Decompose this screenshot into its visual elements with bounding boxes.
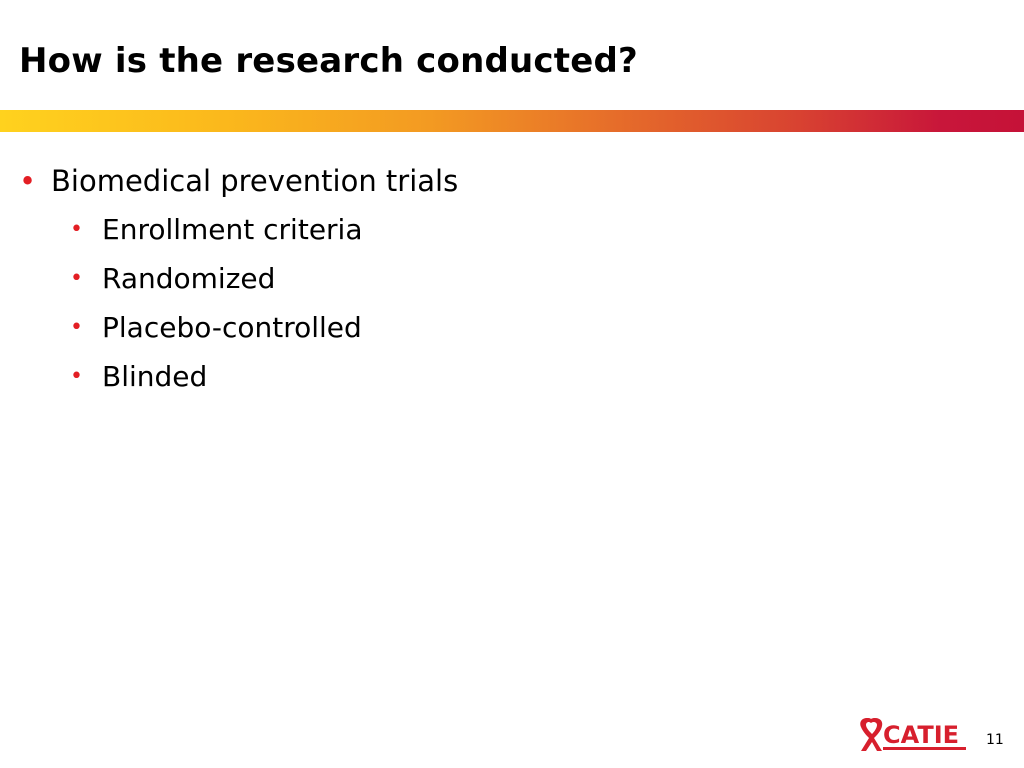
- sub-bullet-item: • Enrollment criteria: [70, 212, 363, 248]
- sub-bullet-text: Blinded: [102, 360, 208, 393]
- sub-bullet-item: • Randomized: [70, 261, 275, 297]
- logo-underline: [883, 747, 966, 750]
- bullet-marker: •: [70, 315, 83, 340]
- logo-text: CATIE: [883, 721, 959, 749]
- sub-bullet-text: Randomized: [102, 262, 276, 295]
- bullet-text: Biomedical prevention trials: [51, 164, 459, 198]
- page-number: 11: [986, 732, 1004, 748]
- sub-bullet-item: • Placebo-controlled: [70, 310, 362, 346]
- sub-bullet-item: • Blinded: [70, 359, 207, 395]
- bullet-marker: •: [19, 164, 37, 198]
- bullet-marker: •: [70, 266, 83, 291]
- bullet-item-main: • Biomedical prevention trials: [19, 162, 458, 200]
- catie-logo: CATIE: [860, 718, 966, 751]
- sub-bullet-text: Placebo-controlled: [102, 311, 362, 344]
- bullet-marker: •: [70, 217, 83, 242]
- bullet-marker: •: [70, 364, 83, 389]
- red-ribbon-icon: [860, 718, 883, 751]
- slide-title: How is the research conducted?: [19, 41, 638, 81]
- title-gradient-bar: [0, 110, 1024, 132]
- sub-bullet-text: Enrollment criteria: [102, 213, 363, 246]
